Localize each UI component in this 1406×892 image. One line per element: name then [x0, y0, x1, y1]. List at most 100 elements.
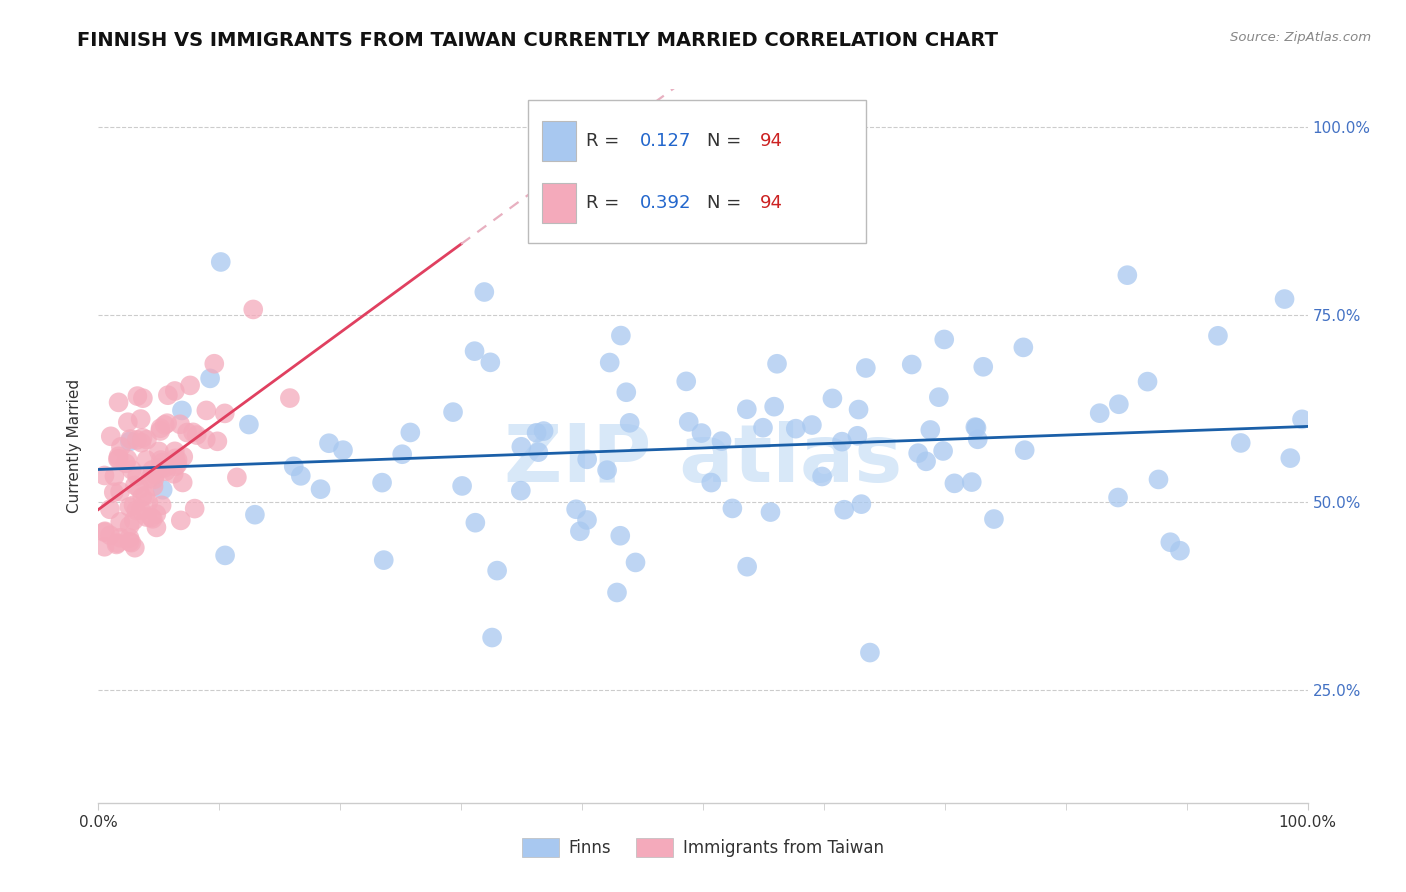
Point: [94, 524, 117, 539]
Point: [153, 417, 176, 432]
Point: [114, 456, 136, 470]
Point: [678, 415, 700, 429]
Point: [391, 447, 413, 461]
Point: [181, 425, 204, 440]
Point: [1012, 340, 1035, 354]
Point: [932, 444, 955, 458]
Point: [129, 412, 152, 426]
Point: [735, 559, 758, 574]
Point: [170, 513, 193, 527]
Point: [1136, 375, 1159, 389]
Point: [120, 535, 142, 549]
Point: [915, 454, 938, 468]
Point: [332, 443, 354, 458]
Point: [117, 452, 139, 467]
Point: [243, 508, 266, 522]
Point: [198, 371, 221, 385]
Point: [1229, 436, 1251, 450]
Point: [98, 528, 121, 542]
Point: [105, 537, 128, 551]
Point: [238, 417, 260, 432]
Point: [960, 475, 983, 489]
Point: [214, 549, 236, 563]
Text: 0.392: 0.392: [640, 194, 692, 212]
Point: [690, 426, 713, 441]
FancyBboxPatch shape: [543, 121, 576, 161]
Point: [966, 421, 988, 435]
Point: [309, 482, 332, 496]
Point: [139, 471, 162, 485]
Point: [1274, 292, 1296, 306]
Text: 94: 94: [759, 194, 783, 212]
Point: [131, 490, 153, 504]
Point: [606, 585, 628, 599]
Point: [107, 395, 129, 409]
Point: [93, 468, 115, 483]
Point: [100, 429, 122, 443]
Point: [149, 453, 172, 467]
Point: [202, 357, 225, 371]
Point: [565, 502, 588, 516]
Point: [575, 513, 598, 527]
Point: [1014, 443, 1036, 458]
Point: [110, 440, 132, 454]
FancyBboxPatch shape: [543, 184, 576, 223]
Point: [156, 388, 179, 402]
Point: [207, 434, 229, 449]
Point: [1159, 535, 1181, 549]
Point: [596, 463, 619, 477]
Point: [214, 406, 236, 420]
Point: [614, 385, 637, 400]
Point: [118, 434, 141, 449]
Point: [1088, 406, 1111, 420]
Point: [752, 420, 775, 434]
Point: [832, 502, 855, 516]
Point: [117, 415, 139, 429]
Point: [127, 389, 149, 403]
FancyBboxPatch shape: [527, 100, 866, 243]
Point: [610, 328, 633, 343]
Point: [920, 423, 942, 437]
Point: [278, 391, 301, 405]
Point: [527, 445, 550, 459]
Point: [479, 355, 502, 369]
Point: [451, 479, 474, 493]
Point: [118, 518, 141, 533]
Text: FINNISH VS IMMIGRANTS FROM TAIWAN CURRENTLY MARRIED CORRELATION CHART: FINNISH VS IMMIGRANTS FROM TAIWAN CURREN…: [77, 31, 998, 50]
Point: [136, 433, 159, 447]
Point: [155, 464, 177, 478]
Text: R =: R =: [586, 132, 624, 150]
Point: [170, 403, 193, 417]
Point: [141, 463, 163, 477]
Point: [145, 507, 167, 521]
Point: [107, 451, 129, 466]
Point: [283, 459, 305, 474]
Point: [166, 458, 188, 472]
Point: [242, 302, 264, 317]
Point: [110, 515, 132, 529]
Point: [124, 478, 146, 492]
Point: [142, 479, 165, 493]
Point: [735, 402, 758, 417]
Point: [509, 483, 531, 498]
Point: [1108, 397, 1130, 411]
Point: [318, 436, 340, 450]
Point: [183, 501, 205, 516]
Point: [576, 452, 599, 467]
Point: [165, 451, 187, 466]
Point: [934, 333, 956, 347]
Point: [103, 469, 125, 483]
Point: [851, 497, 873, 511]
Point: [110, 531, 132, 545]
Text: 0.127: 0.127: [640, 132, 692, 150]
Point: [821, 392, 844, 406]
Point: [121, 463, 143, 477]
Point: [972, 359, 994, 374]
Point: [118, 500, 141, 514]
Point: [179, 378, 201, 392]
Point: [225, 470, 247, 484]
Point: [675, 375, 697, 389]
Point: [855, 361, 877, 376]
Point: [763, 400, 786, 414]
Text: N =: N =: [707, 194, 747, 212]
